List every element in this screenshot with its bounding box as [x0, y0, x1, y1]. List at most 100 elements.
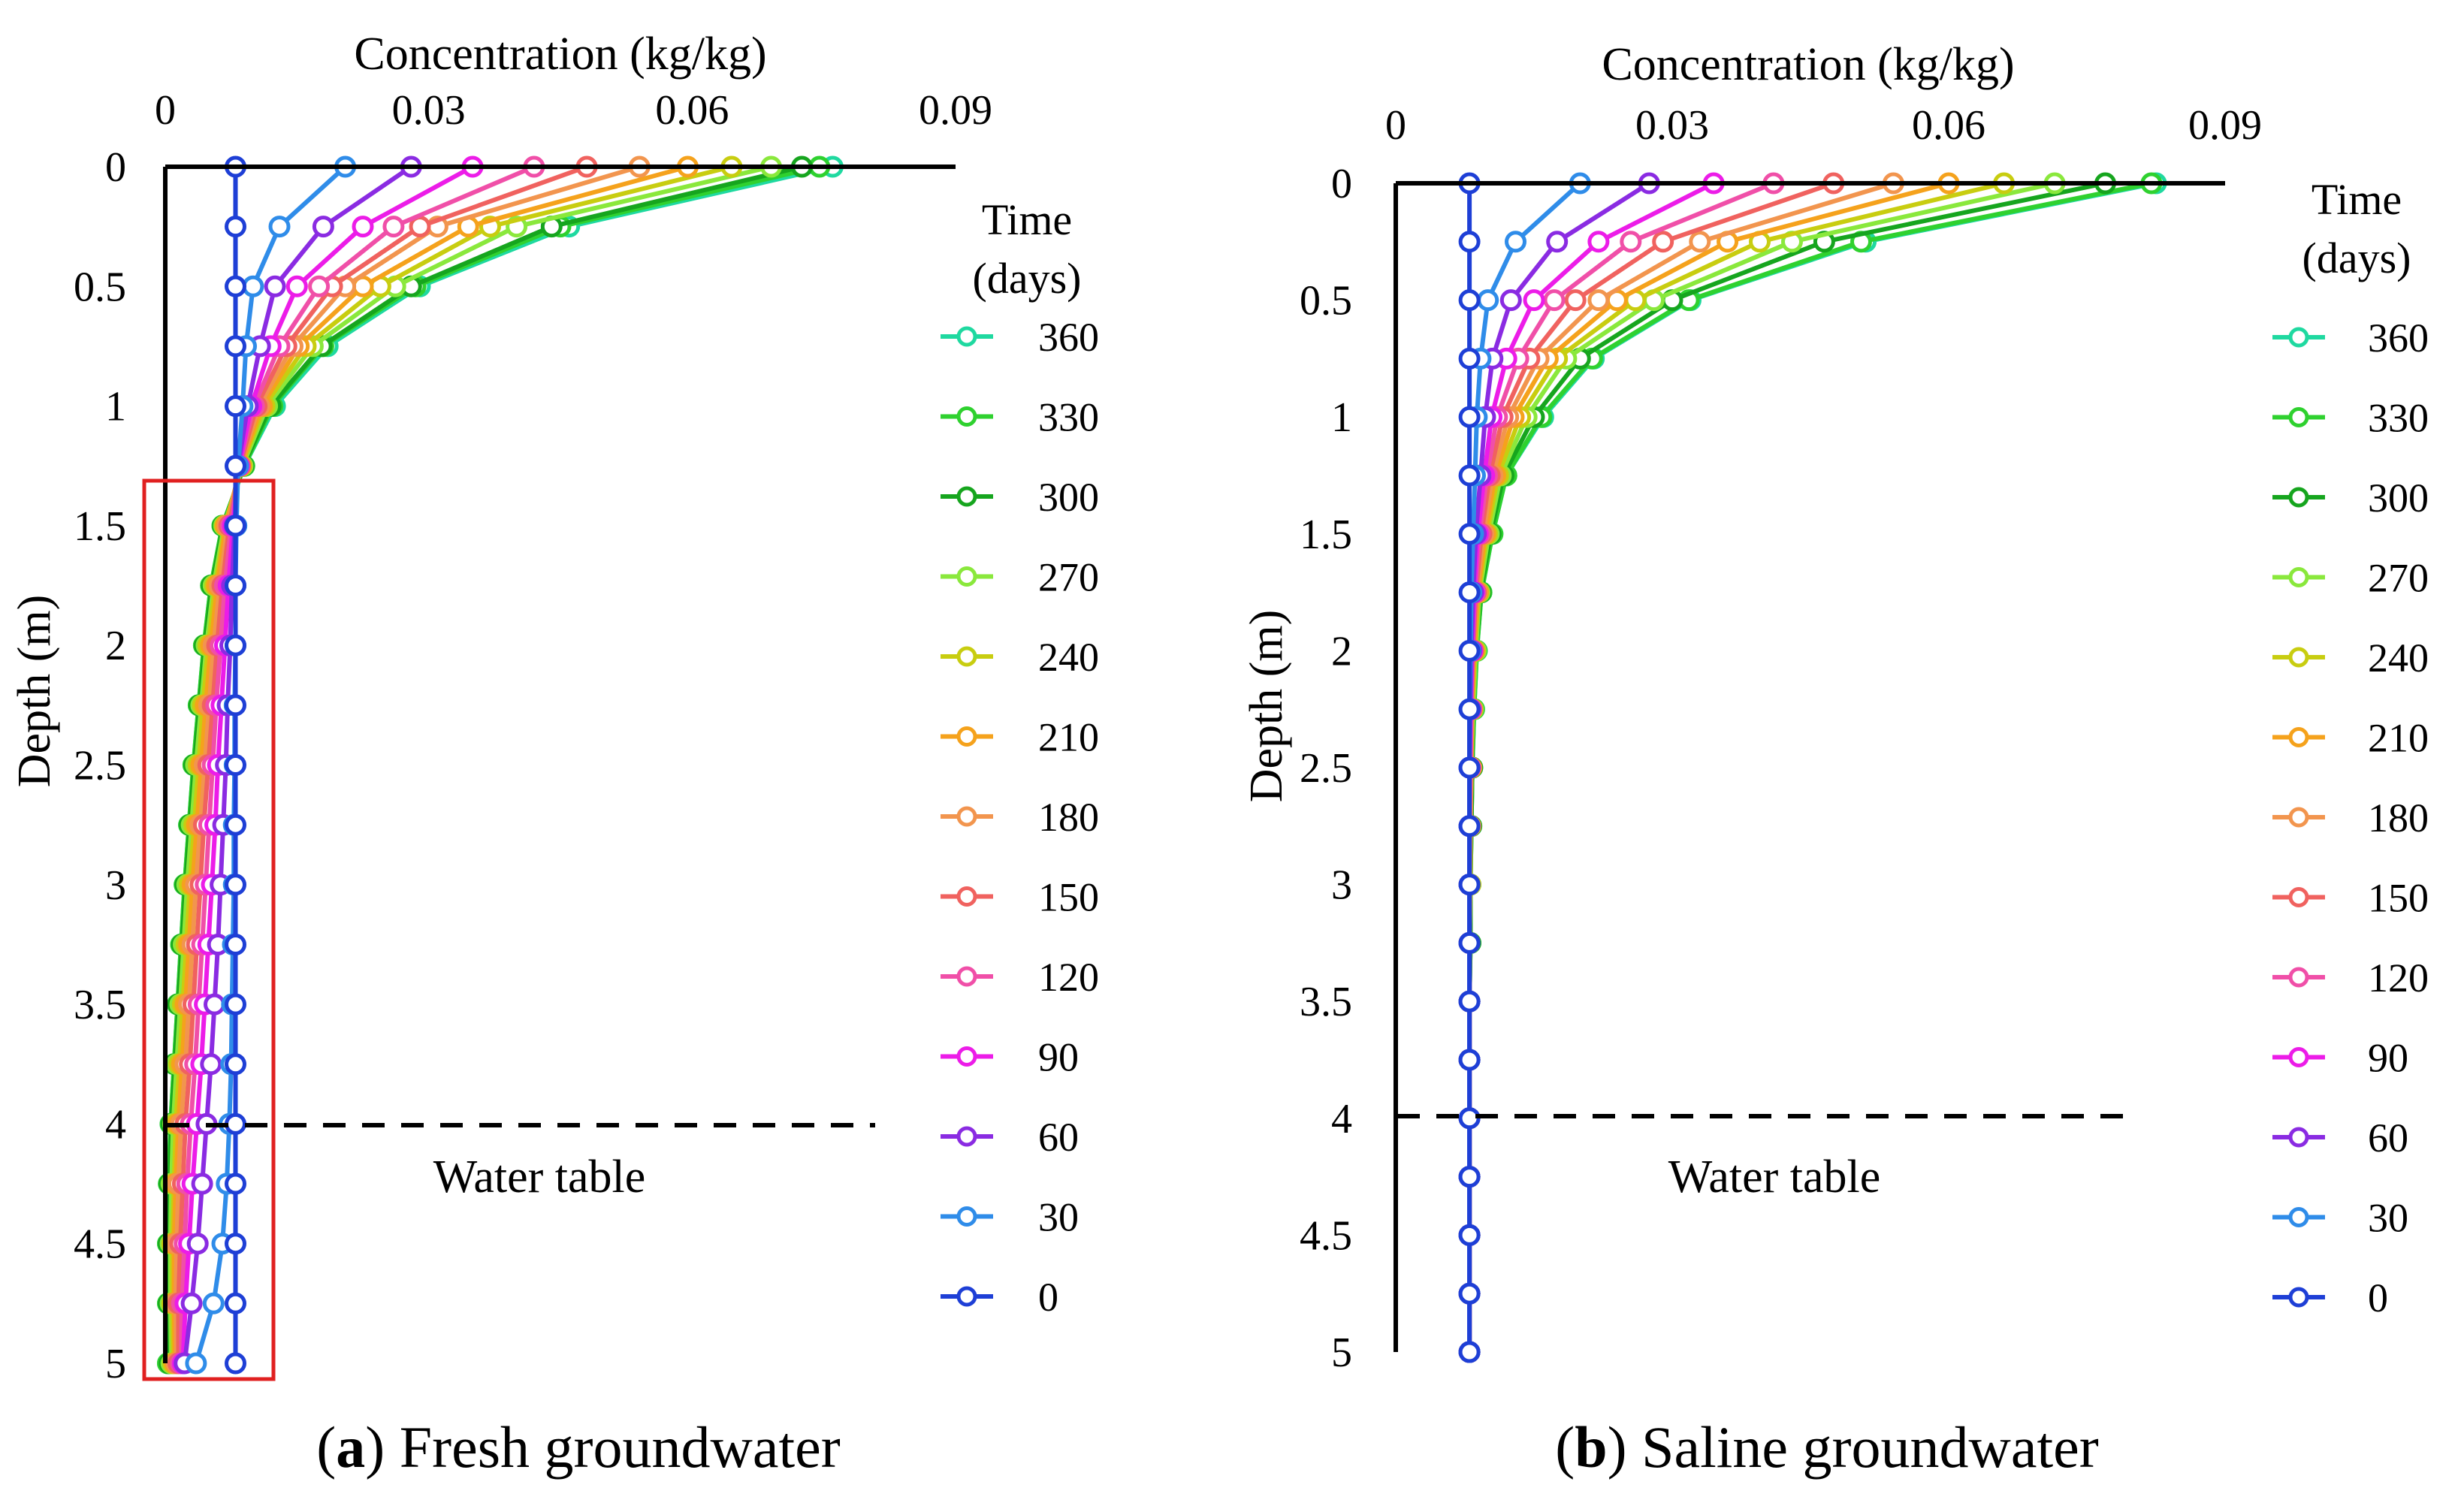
panel-b-y-tick-label: 3 [1331, 862, 1352, 909]
panel-b-water-table-label: Water table [1668, 1151, 1880, 1203]
panel-b-y-tick-label: 0.5 [1300, 278, 1352, 324]
panel-b-y-tick-label: 2 [1331, 628, 1352, 675]
panel-b-legend-swatch-marker [2288, 647, 2309, 668]
panel-a-legend-swatch-marker [956, 486, 977, 507]
panel-b-legend-item: 180 [2272, 795, 2429, 841]
panel-a-data-point [225, 1053, 246, 1076]
panel-a-data-point [180, 1292, 203, 1314]
panel-a-data-point [225, 874, 246, 896]
panel-a-data-point [225, 1292, 246, 1314]
panel-a-data-point [225, 993, 246, 1016]
panel-a-y-tick-label: 5 [105, 1341, 126, 1387]
panel-b-data-point [1458, 523, 1481, 545]
panel-b-data-point [1458, 1224, 1481, 1246]
panel-b-legend-swatch-marker [2288, 407, 2309, 427]
panel-b-data-point [1458, 581, 1481, 604]
panel-b-y-tick-label: 4.5 [1300, 1212, 1352, 1259]
panel-a-legend-item: 210 [941, 715, 1099, 760]
panel-b-y-tick-label: 5 [1331, 1329, 1352, 1376]
panel-b-legend-swatch-marker [2288, 327, 2309, 348]
panel-b-data-point [1458, 1049, 1481, 1071]
panel-b-x-axis-title: Concentration (kg/kg) [1602, 39, 2014, 90]
panel-a-y-tick-label: 3.5 [74, 982, 126, 1028]
panel-b-legend-item: 60 [2272, 1115, 2408, 1160]
panel-a-legend-item: 60 [941, 1115, 1079, 1160]
panel-a-caption: (a) Fresh groundwater [316, 1414, 841, 1480]
panel-b-data-point [1458, 1282, 1481, 1305]
panel-a-legend-item: 0 [941, 1275, 1058, 1320]
panel-a-y-tick-label: 2.5 [74, 743, 126, 789]
panel-a-legend-label: 360 [1038, 315, 1099, 360]
panel-b-legend-swatch-marker [2288, 567, 2309, 587]
panel-a-x-tick-label: 0.06 [655, 87, 729, 134]
panel-b-legend-item: 330 [2272, 396, 2429, 441]
panel-b-data-point [1505, 231, 1526, 253]
panel-a-data-point [268, 216, 291, 238]
panel-a-x-axis-title: Concentration (kg/kg) [354, 29, 766, 80]
panel-a-legend-swatch-marker [956, 1206, 977, 1227]
panel-b-data-point [1458, 464, 1481, 487]
panel-a-data-point [225, 754, 246, 776]
panel-b-legend-label: 180 [2368, 795, 2429, 841]
panel-a-legend-swatch-marker [956, 966, 977, 987]
panel-b-data-point [1477, 289, 1499, 312]
panel-a-legend-label: 90 [1038, 1035, 1079, 1080]
panel-a-legend-label: 60 [1038, 1115, 1079, 1160]
panel-b-x-tick-label: 0.09 [2188, 102, 2262, 149]
panel-b-legend-item: 120 [2272, 955, 2429, 1000]
panel-b-legend-item: 270 [2272, 556, 2429, 601]
panel-b-data-point [1458, 1341, 1481, 1363]
panel-b-legend-swatch-marker [2288, 807, 2309, 828]
panel-b-y-tick-label: 2.5 [1300, 745, 1352, 792]
panel-b-series-0 [1458, 172, 1481, 1363]
panel-b-y-tick-label: 3.5 [1300, 979, 1352, 1025]
panel-a-legend-label: 180 [1038, 795, 1099, 840]
panel-a-water-table-label: Water table [433, 1151, 645, 1203]
panel-a-legend-label: 120 [1038, 955, 1099, 1000]
panel-a-y-tick-label: 2 [105, 623, 126, 669]
panel-b-legend-item: 300 [2272, 475, 2429, 521]
panel-a: Concentration (kg/kg) Depth (m) 0 0.03 0.0… [9, 29, 1099, 1480]
panel-a-y-tick-label: 1 [105, 384, 126, 430]
panel-a-legend-title-line-2: (days) [973, 254, 1082, 303]
panel-a-legend-item: 270 [941, 555, 1099, 600]
panel-b-y-axis-title: Depth (m) [1241, 610, 1292, 803]
panel-a-data-point [186, 1233, 209, 1255]
panel-a-data-point [225, 813, 246, 836]
panel-a-data-point [202, 1292, 225, 1314]
panel-a-data-point [264, 275, 286, 297]
panel-a-y-tick-label: 1.5 [74, 503, 126, 550]
panel-b-legend: Time (days) 3603303002702402101801501209… [2272, 175, 2429, 1320]
panel-a-legend-swatch-marker [956, 646, 977, 667]
panel-a-legend-item: 120 [941, 955, 1099, 1000]
panel-b-x-tick-label: 0.06 [1912, 102, 1985, 149]
panel-b-x-tick-label: 0 [1385, 102, 1406, 149]
panel-b-data-point [1587, 289, 1610, 312]
panel-b-data-point [1620, 231, 1642, 253]
panel-a-data-point [185, 1352, 207, 1375]
panel-a-legend-swatch-marker [956, 726, 977, 747]
panel-b-y-tick-label: 1.5 [1300, 512, 1352, 558]
panel-a-legend-label: 0 [1038, 1275, 1058, 1320]
panel-b-legend-swatch-marker [2288, 727, 2309, 747]
panel-a-data-point [352, 216, 374, 238]
panel-b-caption-text: Saline groundwater [1627, 1414, 2099, 1480]
panel-a-x-tick-label: 0.03 [392, 87, 466, 134]
panel-b-data-point [1458, 874, 1481, 896]
panel-a-tick-labels: 0 0.03 0.06 0.09 0 0.5 1 1.5 2 2.5 3 3.5 4 4.5 5 [74, 87, 992, 1387]
panel-a-data-point [225, 1233, 246, 1255]
panel-b-legend-label: 90 [2368, 1036, 2408, 1081]
panel-b-data-point [1499, 289, 1522, 312]
panel-a-data-point [225, 1112, 246, 1135]
panel-b: Concentration (kg/kg) Depth (m) 0 0.03 0.0… [1241, 39, 2429, 1480]
panel-b-legend-swatch-marker [2288, 887, 2309, 907]
panel-b-tick-labels: 0 0.03 0.06 0.09 0 0.5 1 1.5 2 2.5 3 3.5 4 4.5 5 [1300, 102, 2262, 1376]
panel-a-legend-swatch-marker [956, 406, 977, 427]
panel-a-data-point [225, 694, 246, 717]
panel-b-data-point [1689, 231, 1711, 253]
panel-a-data-point [225, 634, 246, 656]
panel-a-data-point [225, 575, 246, 596]
panel-a-legend-label: 30 [1038, 1195, 1079, 1240]
panel-a-data-point [204, 993, 225, 1016]
